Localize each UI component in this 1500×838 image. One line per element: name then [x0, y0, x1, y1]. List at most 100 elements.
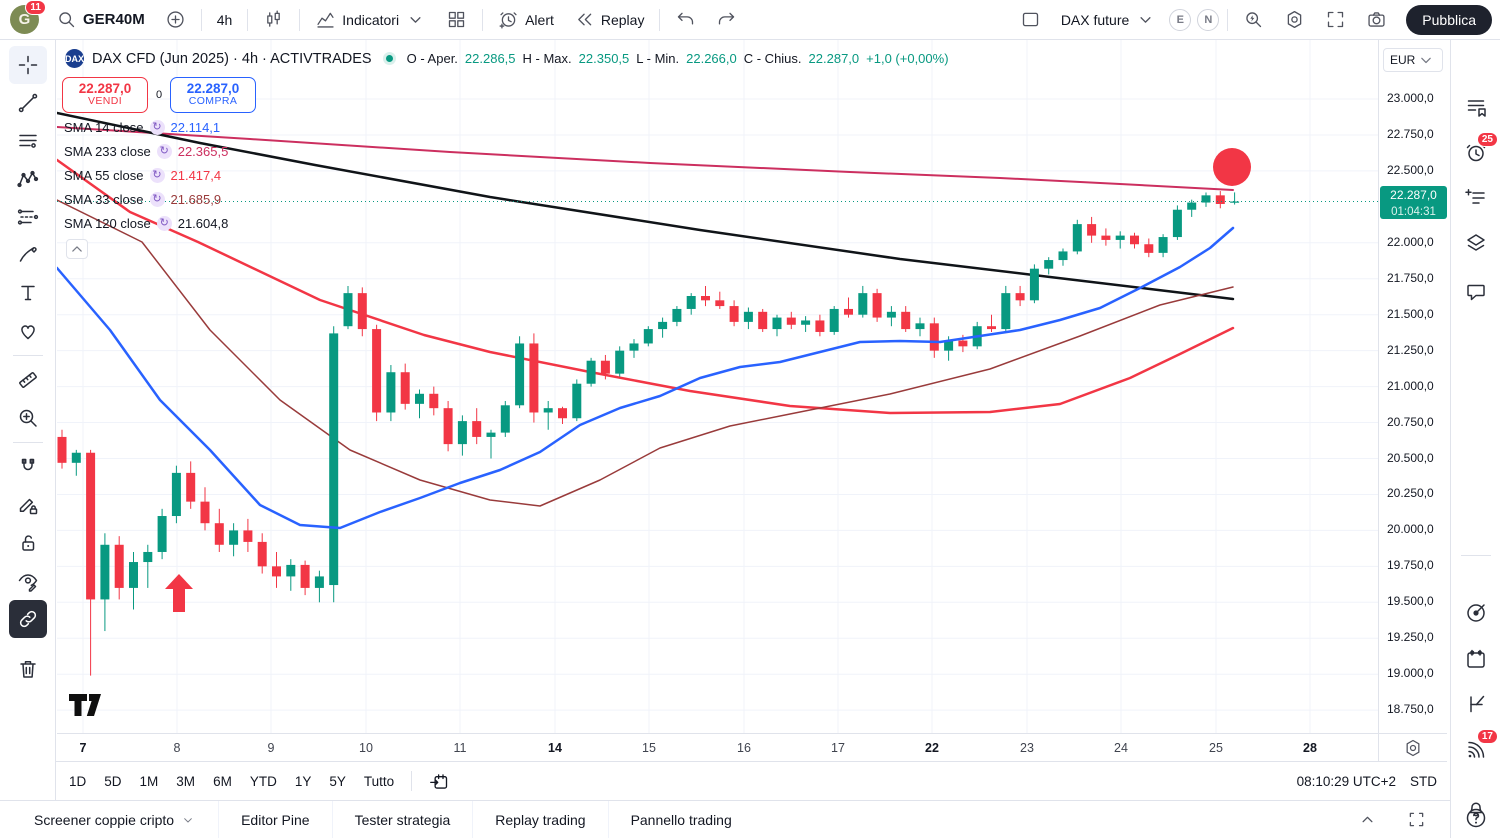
range-button-1y[interactable]: 1Y — [286, 769, 321, 794]
user-avatar[interactable]: G 11 — [10, 0, 46, 34]
tab-pannello-trading[interactable]: Pannello trading — [607, 801, 754, 838]
sidebar-calendar[interactable] — [1458, 641, 1494, 677]
indicator-row[interactable]: SMA 14 close ↻ 22.114,1 — [64, 118, 220, 136]
indicator-refresh-icon[interactable]: ↻ — [156, 143, 172, 159]
indicator-refresh-icon[interactable]: ↻ — [156, 215, 172, 231]
tool-fib-lines[interactable] — [9, 122, 47, 160]
indicators-button[interactable]: Indicatori — [306, 4, 435, 36]
compare-add-button[interactable] — [156, 4, 195, 36]
server-clock[interactable]: 08:10:29 UTC+2 — [1296, 773, 1396, 789]
undo-button[interactable] — [666, 4, 705, 36]
axis-settings-corner[interactable] — [1378, 733, 1447, 761]
price-axis[interactable]: EUR 22.287,0 01:04:31 23.000,0 22.750,0 22… — [1378, 40, 1447, 733]
indicator-name[interactable]: SMA 33 close — [64, 191, 144, 207]
tab-tester-strategia[interactable]: Tester strategia — [331, 801, 473, 838]
indicator-templates-button[interactable] — [437, 4, 476, 36]
indicator-refresh-icon[interactable]: ↻ — [149, 119, 165, 135]
price-tick-label: 22.750,0 — [1387, 126, 1434, 141]
badge-n[interactable]: N — [1197, 8, 1220, 31]
sidebar-hotlists[interactable] — [1458, 595, 1494, 631]
sidebar-chat[interactable] — [1458, 274, 1494, 310]
panel-maximize-button[interactable] — [1397, 804, 1436, 836]
date-tick-label: 24 — [1114, 741, 1128, 755]
tool-projection[interactable] — [9, 198, 47, 236]
chart-style-button[interactable] — [254, 4, 293, 36]
tool-emoji[interactable] — [9, 312, 47, 350]
interval-button[interactable]: 4h — [208, 4, 242, 36]
indicator-name[interactable]: SMA 120 close — [64, 215, 151, 231]
snapshot-button[interactable] — [1357, 4, 1396, 36]
undo-icon — [675, 9, 696, 30]
range-button-ytd[interactable]: YTD — [241, 769, 286, 794]
tool-text[interactable] — [9, 274, 47, 312]
range-button-5y[interactable]: 5Y — [320, 769, 355, 794]
publish-button[interactable]: Pubblica — [1406, 4, 1492, 35]
tool-zoom-in[interactable] — [9, 399, 47, 437]
tool-drawing-mode[interactable] — [9, 486, 47, 524]
tool-brush[interactable] — [9, 236, 47, 274]
currency-selector[interactable]: EUR — [1383, 48, 1443, 72]
indicator-name[interactable]: SMA 55 close — [64, 167, 144, 183]
buy-button[interactable]: 22.287,0 COMPRA — [170, 77, 256, 113]
watchlist-layout-button[interactable]: DAX future — [1052, 4, 1165, 36]
range-button-5d[interactable]: 5D — [95, 769, 130, 794]
tool-trend-line[interactable] — [9, 84, 47, 122]
tool-measure[interactable] — [9, 361, 47, 399]
sidebar-alerts[interactable]: 25 — [1458, 132, 1498, 171]
sidebar-dom[interactable] — [1458, 686, 1494, 722]
tool-magnet[interactable] — [9, 448, 47, 486]
timezone-std[interactable]: STD — [1410, 773, 1437, 789]
panel-expand-button[interactable] — [1348, 804, 1387, 836]
chart-canvas[interactable]: DAX DAX CFD (Jun 2025) · 4h · ACTIVTRADE… — [57, 40, 1378, 733]
indicator-row[interactable]: SMA 120 close ↻ 21.604,8 — [64, 214, 228, 232]
sidebar-help[interactable] — [1458, 800, 1494, 836]
tab-replay-trading[interactable]: Replay trading — [472, 801, 607, 838]
price-tick-label: 21.000,0 — [1387, 378, 1434, 393]
price-tick-label: 21.250,0 — [1387, 342, 1434, 357]
quick-search-button[interactable] — [1234, 4, 1273, 36]
replay-button[interactable]: Replay — [565, 4, 654, 36]
tool-xabcd-pattern[interactable] — [9, 160, 47, 198]
fullscreen-button[interactable] — [1316, 4, 1355, 36]
settings-button[interactable] — [1275, 4, 1314, 36]
tool-hide-drawings[interactable] — [9, 562, 47, 600]
symbol-title[interactable]: DAX CFD (Jun 2025) · 4h · ACTIVTRADES — [92, 50, 372, 67]
time-axis[interactable]: 7 8 9 10 11 14 15 16 17 22 23 24 25 28 — [57, 733, 1378, 761]
sidebar-notes[interactable] — [1458, 180, 1494, 216]
indicator-row[interactable]: SMA 233 close ↻ 22.365,5 — [64, 142, 228, 160]
symbol-search-button[interactable]: GER40M — [47, 4, 154, 36]
tab-editor-pine[interactable]: Editor Pine — [218, 801, 331, 838]
range-button-3m[interactable]: 3M — [167, 769, 204, 794]
badge-e[interactable]: E — [1169, 8, 1192, 31]
indicator-refresh-icon[interactable]: ↻ — [149, 167, 165, 183]
layout-select-button[interactable] — [1011, 4, 1050, 36]
sidebar-streams[interactable]: 17 — [1458, 729, 1498, 768]
indicator-row[interactable]: SMA 33 close ↻ 21.685,9 — [64, 190, 221, 208]
streams-icon — [1464, 738, 1488, 762]
sell-button[interactable]: 22.287,0 VENDI — [62, 77, 148, 113]
alert-button[interactable]: Alert — [489, 4, 563, 36]
sidebar-object-tree[interactable] — [1458, 225, 1494, 261]
market-status-dot[interactable] — [385, 55, 393, 62]
tool-remove-drawings[interactable] — [9, 650, 47, 688]
tradingview-logo[interactable] — [68, 692, 108, 723]
legend-collapse-button[interactable] — [66, 239, 88, 259]
sidebar-watchlist[interactable] — [1458, 89, 1494, 125]
range-button-1m[interactable]: 1M — [131, 769, 168, 794]
range-button-1d[interactable]: 1D — [60, 769, 95, 794]
indicator-refresh-icon[interactable]: ↻ — [149, 191, 165, 207]
candlestick-chart[interactable] — [57, 40, 1378, 733]
redo-button[interactable] — [707, 4, 746, 36]
trash-icon — [16, 657, 40, 681]
range-button-6m[interactable]: 6M — [204, 769, 241, 794]
tool-crosshair[interactable] — [8, 46, 47, 84]
tab-screener-coppie-cripto[interactable]: Screener coppie cripto — [12, 801, 218, 838]
range-button-tutto[interactable]: Tutto — [355, 769, 403, 794]
tool-sync-drawings[interactable] — [8, 600, 47, 638]
indicator-row[interactable]: SMA 55 close ↻ 21.417,4 — [64, 166, 221, 184]
tool-lock-drawings[interactable] — [9, 524, 47, 562]
indicator-name[interactable]: SMA 14 close — [64, 119, 144, 135]
indicator-name[interactable]: SMA 233 close — [64, 143, 151, 159]
go-to-date-button[interactable] — [420, 766, 459, 797]
price-tick-label: 20.500,0 — [1387, 450, 1434, 465]
